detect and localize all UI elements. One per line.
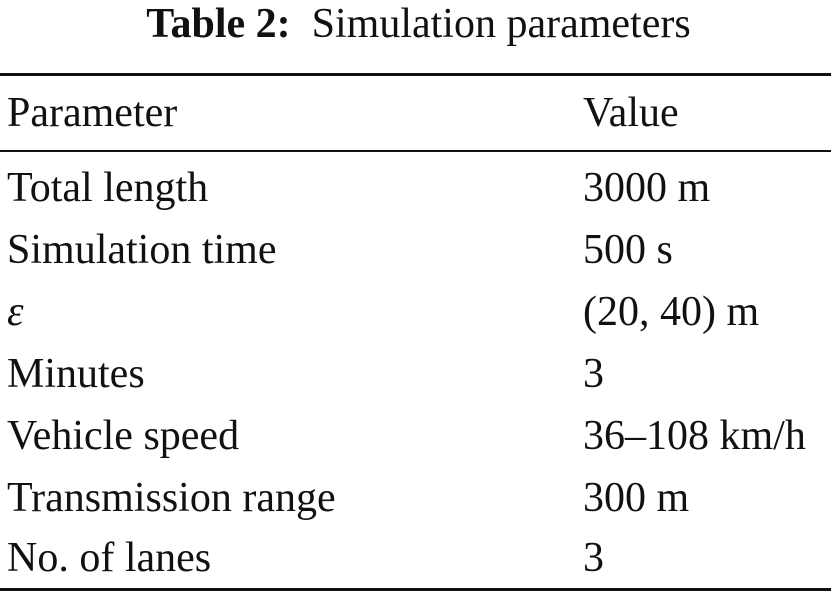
table-caption-title: Simulation parameters	[311, 1, 691, 47]
table-bottom-rule	[0, 588, 831, 591]
row-value: 36–108 km/h	[583, 413, 806, 459]
table-row: Minutes 3	[0, 343, 831, 405]
row-value: 3	[583, 535, 604, 581]
row-parameter: Transmission range	[7, 475, 336, 521]
table-top-rule	[0, 73, 831, 76]
header-parameter: Parameter	[7, 90, 178, 136]
row-parameter: Total length	[7, 165, 209, 211]
table-row: Simulation time 500 s	[0, 219, 831, 281]
header-value: Value	[583, 90, 679, 136]
table-caption: Table 2: Simulation parameters	[0, 0, 837, 48]
row-parameter: No. of lanes	[7, 535, 212, 581]
table-header-row: Parameter Value	[0, 82, 831, 144]
table-caption-label: Table 2:	[146, 1, 291, 47]
row-value: 500 s	[583, 227, 673, 273]
row-parameter: Simulation time	[7, 227, 277, 273]
row-parameter: Vehicle speed	[7, 413, 240, 459]
row-parameter: ε	[7, 289, 24, 335]
table-row: Transmission range 300 m	[0, 467, 831, 529]
row-parameter: Minutes	[7, 351, 145, 397]
row-value: 3000 m	[583, 165, 711, 211]
row-value: (20, 40) m	[583, 289, 760, 335]
table-row: ε (20, 40) m	[0, 281, 831, 343]
row-value: 300 m	[583, 475, 690, 521]
row-value: 3	[583, 351, 604, 397]
table-row: Total length 3000 m	[0, 157, 831, 219]
table-row: Vehicle speed 36–108 km/h	[0, 405, 831, 467]
table-row: No. of lanes 3	[0, 527, 831, 589]
table-header-rule	[0, 150, 831, 152]
